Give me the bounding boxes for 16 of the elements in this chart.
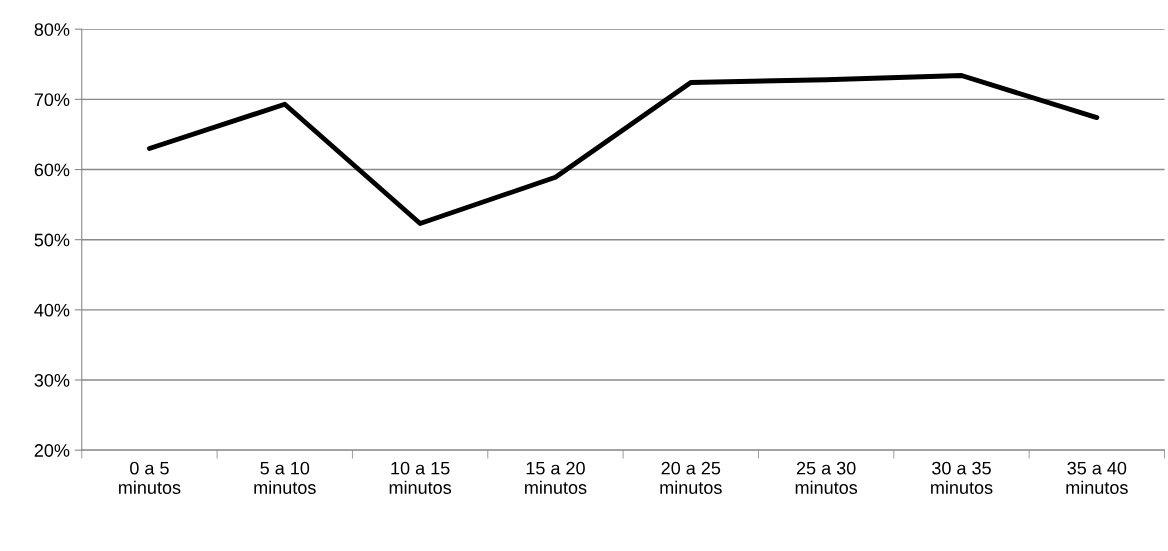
y-tick-label: 40% <box>34 303 70 317</box>
x-tick-label: 0 a 5 minutos <box>119 461 181 494</box>
y-tick-label: 80% <box>34 23 70 36</box>
y-tick-label: 50% <box>34 233 70 247</box>
y-tick-label: 70% <box>34 93 70 107</box>
x-tick-label: 15 a 20 minutos <box>525 461 587 494</box>
x-tick-label: 30 a 35 minutos <box>931 461 993 494</box>
x-tick-label: 20 a 25 minutos <box>660 461 722 494</box>
line-series <box>147 73 1100 226</box>
y-tick-label: 20% <box>34 444 70 457</box>
x-tick-label: 35 a 40 minutos <box>1066 461 1128 494</box>
x-tick-label: 10 a 15 minutos <box>389 461 452 494</box>
y-tick-label: 60% <box>34 163 70 177</box>
x-tick-label: 25 a 30 minutos <box>795 461 858 494</box>
y-tick-label: 30% <box>34 373 70 387</box>
x-tick-label: 5 a 10 minutos <box>254 461 316 494</box>
